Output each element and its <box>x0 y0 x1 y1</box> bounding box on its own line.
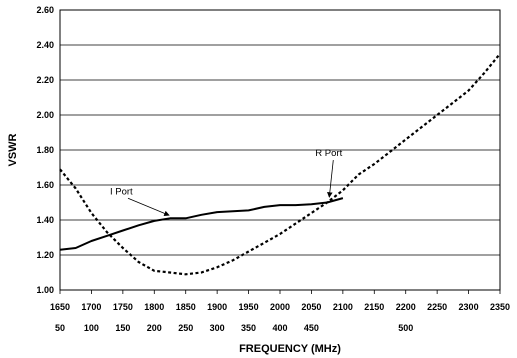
x-axis-title: FREQUENCY (MHz) <box>239 343 341 355</box>
x-tick-label: 2250 <box>427 302 447 312</box>
axes-layer <box>59 9 501 294</box>
x-tick-label: 2300 <box>459 302 479 312</box>
x-tick-label: 1650 <box>50 302 70 312</box>
series-line-i-port <box>59 197 344 251</box>
x-secondary-tick-label: 200 <box>147 323 162 333</box>
y-tick-label: 2.20 <box>36 75 54 85</box>
x-tick-label: 2350 <box>490 302 510 312</box>
x-tick-label: 1950 <box>239 302 259 312</box>
x-secondary-tick-label: 50 <box>55 323 65 333</box>
x-secondary-tick-label: 150 <box>115 323 130 333</box>
x-tick-label: 2050 <box>301 302 321 312</box>
annotation-layer: I Port R Port <box>110 148 343 216</box>
y-tick-label: 1.40 <box>36 215 54 225</box>
x-secondary-tick-label: 500 <box>398 323 413 333</box>
y-axis-title: VSWR <box>7 133 19 166</box>
x-tick-label: 1800 <box>144 302 164 312</box>
tick-label-layer: 1.00 1.20 1.40 1.60 1.80 2.00 2.20 2.40 2.60 1650… <box>36 5 510 333</box>
x-secondary-tick-label: 300 <box>210 323 225 333</box>
x-tick-label: 1900 <box>207 302 227 312</box>
annotation-r-port: R Port <box>315 148 342 159</box>
annotation-arrow-r-port <box>327 160 334 198</box>
x-tick-label: 2000 <box>270 302 290 312</box>
annotation-arrow-i-port <box>127 197 170 216</box>
annotation-i-port: I Port <box>110 186 133 197</box>
x-tick-label: 1750 <box>113 302 133 312</box>
x-secondary-tick-label: 100 <box>84 323 99 333</box>
x-secondary-tick-label: 250 <box>178 323 193 333</box>
y-tick-label: 1.00 <box>36 285 54 295</box>
y-tick-label: 1.80 <box>36 145 54 155</box>
x-tick-label: 1700 <box>81 302 101 312</box>
x-secondary-tick-label: 450 <box>304 323 319 333</box>
y-tick-label: 2.00 <box>36 110 54 120</box>
x-tick-label: 2200 <box>396 302 416 312</box>
x-secondary-tick-label: 400 <box>272 323 287 333</box>
y-tick-label: 2.60 <box>36 5 54 15</box>
y-tick-label: 2.40 <box>36 40 54 50</box>
y-tick-label: 1.60 <box>36 180 54 190</box>
y-tick-label: 1.20 <box>36 250 54 260</box>
x-secondary-tick-label: 350 <box>241 323 256 333</box>
x-tick-label: 2100 <box>333 302 353 312</box>
grid-layer <box>60 9 500 291</box>
x-tick-label: 1850 <box>176 302 196 312</box>
series-layer <box>59 53 501 276</box>
x-tick-label: 2150 <box>364 302 384 312</box>
series-line-r-port <box>59 53 501 276</box>
